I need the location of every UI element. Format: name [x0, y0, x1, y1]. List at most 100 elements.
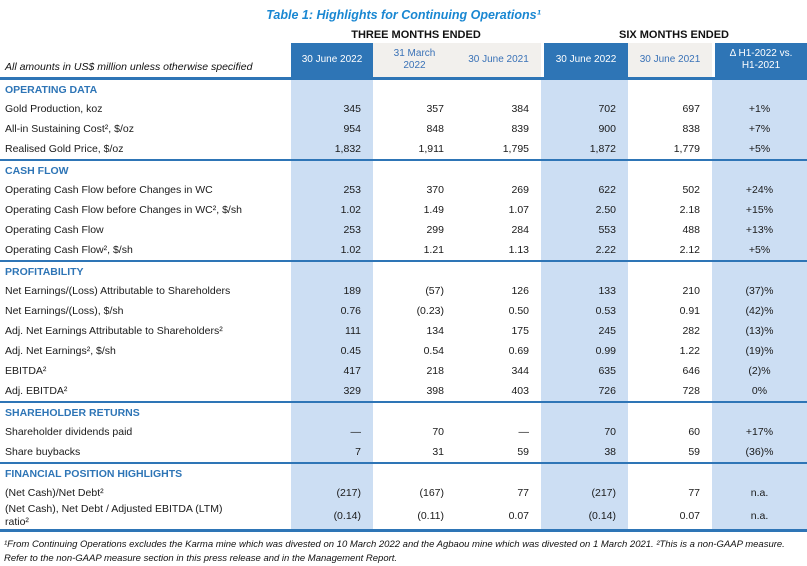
cell-value: 1.13 — [508, 244, 529, 256]
cell-value: 70 — [432, 426, 444, 438]
cell-value: 0% — [712, 381, 807, 401]
table-title: Table 1: Highlights for Continuing Opera… — [266, 8, 541, 22]
cell-value: 417 — [291, 361, 373, 381]
section-heading-spacer — [373, 161, 456, 180]
highlights-table: All amounts in US$ million unless otherw… — [0, 27, 807, 532]
section-heading-spacer — [541, 161, 628, 180]
cell-value: 345 — [291, 99, 373, 119]
cell-value: 848 — [426, 123, 444, 135]
row-label: Gold Production, koz — [5, 102, 103, 115]
section-separator — [0, 401, 807, 403]
cell-value: 269 — [511, 184, 529, 196]
cell-value: (13)% — [712, 321, 807, 341]
cell-value: 839 — [511, 123, 529, 135]
row-label: (Net Cash), Net Debt / Adjusted EBITDA (… — [5, 503, 223, 528]
cell-value: (37)% — [712, 281, 807, 301]
cell-value: 1.22 — [679, 345, 700, 357]
cell-value: 1.21 — [423, 244, 444, 256]
row-label: (Net Cash)/Net Debt² — [5, 486, 104, 499]
col-group-six-months: SIX MONTHS ENDED — [618, 29, 729, 41]
section-separator — [0, 159, 807, 161]
cell-value: 0.54 — [423, 345, 444, 357]
cell-value: 189 — [291, 281, 373, 301]
cell-value: 502 — [682, 184, 700, 196]
cell-value: 7 — [291, 442, 373, 462]
section-heading: SHAREHOLDER RETURNS — [5, 406, 140, 419]
cell-value: 1.49 — [423, 204, 444, 216]
section-heading-spacer — [373, 262, 456, 281]
section-heading-spacer — [541, 403, 628, 422]
cell-value: 245 — [541, 321, 628, 341]
section-heading-spacer — [541, 80, 628, 99]
cell-value: n.a. — [712, 483, 807, 503]
section-heading-spacer — [291, 80, 373, 99]
section-heading-spacer — [628, 161, 712, 180]
cell-value: 635 — [541, 361, 628, 381]
cell-value: 726 — [541, 381, 628, 401]
cell-value: 0.91 — [679, 305, 700, 317]
cell-value: (217) — [291, 483, 373, 503]
row-label: Shareholder dividends paid — [5, 425, 133, 438]
section-heading: FINANCIAL POSITION HIGHLIGHTS — [5, 467, 183, 480]
cell-value: 77 — [517, 487, 529, 499]
cell-value: 38 — [541, 442, 628, 462]
cell-value: 2.50 — [541, 200, 628, 220]
cell-value: +5% — [712, 139, 807, 159]
cell-value: (0.14) — [541, 503, 628, 529]
cell-value: 702 — [541, 99, 628, 119]
cell-value: 70 — [541, 422, 628, 442]
cell-value: 59 — [517, 446, 529, 458]
cell-value: 838 — [682, 123, 700, 135]
section-heading: PROFITABILITY — [5, 265, 84, 278]
cell-value: 77 — [688, 487, 700, 499]
col-header-3m-31-march-2022: 31 March 2022 — [373, 43, 456, 77]
table-bottom-rule — [0, 529, 807, 532]
cell-value: 900 — [541, 119, 628, 139]
col-header-6m-30-june-2022: 30 June 2022 — [541, 43, 628, 77]
section-separator — [0, 462, 807, 464]
cell-value: 253 — [291, 180, 373, 200]
section-heading-spacer — [712, 161, 807, 180]
section-heading-spacer — [456, 80, 541, 99]
cell-value: 134 — [426, 325, 444, 337]
row-label: Adj. EBITDA² — [5, 384, 68, 397]
cell-value: 1.02 — [291, 200, 373, 220]
section-heading-spacer — [541, 464, 628, 483]
section-heading-spacer — [456, 161, 541, 180]
row-label: Net Earnings/(Loss), $/sh — [5, 304, 124, 317]
cell-value: 284 — [511, 224, 529, 236]
section-heading-spacer — [373, 403, 456, 422]
row-label: Net Earnings/(Loss) Attributable to Shar… — [5, 284, 231, 297]
cell-value: 697 — [682, 103, 700, 115]
cell-value: (19)% — [712, 341, 807, 361]
cell-value: 370 — [426, 184, 444, 196]
section-heading-spacer — [373, 80, 456, 99]
cell-value: +1% — [712, 99, 807, 119]
section-heading-spacer — [712, 403, 807, 422]
section-heading-spacer — [712, 80, 807, 99]
cell-value: +5% — [712, 240, 807, 260]
cell-value: 0.69 — [508, 345, 529, 357]
cell-value: 126 — [511, 285, 529, 297]
cell-value: (57) — [425, 285, 444, 297]
cell-value: — — [291, 422, 373, 442]
cell-value: 0.76 — [291, 301, 373, 321]
section-heading-spacer — [712, 262, 807, 281]
unit-note: All amounts in US$ million unless otherw… — [5, 61, 253, 73]
cell-value: 1,832 — [291, 139, 373, 159]
section-separator — [0, 260, 807, 262]
col-group-three-months: THREE MONTHS ENDED — [351, 29, 481, 41]
cell-value: 1,911 — [418, 143, 445, 155]
cell-value: +17% — [712, 422, 807, 442]
row-label: EBITDA² — [5, 364, 47, 377]
cell-value: 646 — [682, 365, 700, 377]
row-label: Operating Cash Flow before Changes in WC — [5, 183, 213, 196]
cell-value: (36)% — [712, 442, 807, 462]
cell-value: 0.07 — [508, 510, 529, 522]
section-heading-spacer — [291, 161, 373, 180]
cell-value: 1,795 — [502, 143, 529, 155]
cell-value: 0.07 — [679, 510, 700, 522]
cell-value: (0.23) — [416, 305, 444, 317]
cell-value: 60 — [688, 426, 700, 438]
